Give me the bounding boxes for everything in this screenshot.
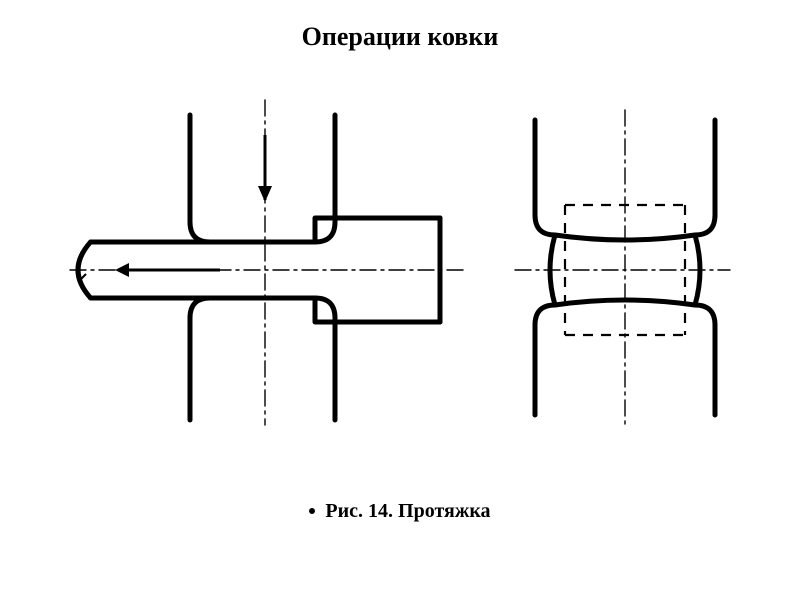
page-title: Операции ковки xyxy=(0,22,800,52)
bullet-icon xyxy=(309,508,315,514)
page: Операции ковки Рис. 14. Протяжка xyxy=(0,0,800,600)
figure-caption: Рис. 14. Протяжка xyxy=(0,500,800,523)
figure xyxy=(60,90,740,450)
caption-text: Рис. 14. Протяжка xyxy=(325,500,490,522)
technical-drawing xyxy=(60,90,740,450)
